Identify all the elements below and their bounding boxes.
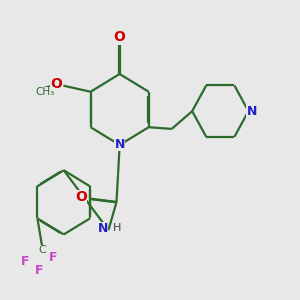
Text: C: C xyxy=(38,245,46,256)
Text: O: O xyxy=(114,30,126,44)
Text: H: H xyxy=(113,224,122,233)
Text: N: N xyxy=(98,222,108,235)
Text: F: F xyxy=(35,264,43,277)
Text: N: N xyxy=(246,105,257,118)
Text: F: F xyxy=(49,251,58,264)
Text: F: F xyxy=(20,255,29,268)
Text: N: N xyxy=(115,138,125,152)
Text: CH₃: CH₃ xyxy=(36,87,55,98)
Text: O: O xyxy=(50,77,62,91)
Text: O: O xyxy=(75,190,87,204)
